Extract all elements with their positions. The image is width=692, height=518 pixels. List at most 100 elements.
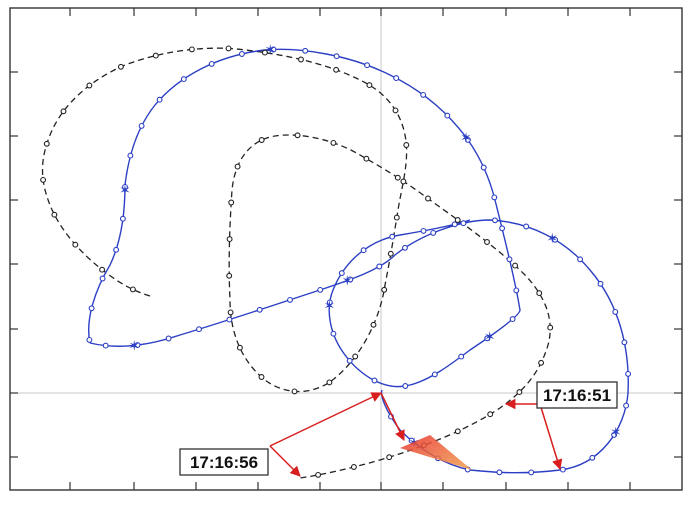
blue-track-marker [99, 275, 106, 282]
black-track-marker [188, 46, 195, 53]
arrow-start-to-lower [539, 403, 563, 471]
blue-track-star-marker: ✶ [128, 338, 140, 354]
blue-track-marker [333, 53, 340, 60]
blue-track-marker [371, 377, 378, 384]
blue-track-marker [612, 308, 619, 315]
black-track-marker [392, 107, 399, 114]
blue-track-marker [208, 60, 215, 67]
blue-track-marker [420, 91, 427, 98]
black-track-marker [99, 266, 106, 273]
black-track-marker [363, 155, 370, 162]
black-track-marker [370, 321, 377, 328]
blue-track-marker [347, 276, 354, 283]
black-track-marker [512, 262, 519, 269]
blue-track-marker [376, 263, 383, 270]
arrow-end-to-blue [269, 392, 382, 447]
black-track-marker [393, 214, 400, 221]
black-track-marker [129, 286, 136, 293]
blue-track-marker [611, 431, 618, 438]
blue-track-marker [122, 183, 128, 190]
black-track-marker [294, 132, 301, 139]
black-track-marker [547, 324, 554, 331]
black-track-markers [40, 45, 554, 478]
blue-track-marker [460, 220, 467, 227]
blue-track-marker [577, 256, 584, 263]
black-track-marker [298, 56, 304, 63]
blue-track-marker [625, 370, 632, 377]
blue-track-star-marker: ✶ [546, 231, 558, 247]
label-time-end: 17:16:56 [190, 453, 258, 472]
blue-track-marker [134, 342, 141, 349]
blue-track-marker [484, 335, 491, 342]
black-track-marker [326, 379, 333, 386]
blue-track-marker [431, 371, 438, 378]
black-track-marker [40, 176, 47, 183]
blue-track-marker [420, 227, 427, 234]
black-track-marker [117, 63, 124, 70]
blue-track-marker [480, 164, 487, 171]
black-track-marker [538, 359, 545, 366]
black-track-marker [454, 217, 461, 223]
black-track-marker [403, 142, 410, 148]
blue-track-marker [444, 112, 451, 119]
blue-track-marker [451, 221, 458, 228]
blue-track-star-marker: ✶ [460, 130, 472, 146]
blue-track-marker [623, 402, 630, 409]
blue-track-marker [196, 326, 202, 333]
black-track-marker [333, 66, 340, 73]
blue-track-marker [552, 236, 559, 243]
blue-track-marker [492, 217, 498, 224]
black-track-marker [258, 374, 265, 380]
blue-track-star-marker: ✶ [119, 183, 131, 199]
black-track-marker [43, 140, 50, 147]
blue-track-marker [389, 233, 396, 240]
black-track-marker [236, 344, 243, 351]
blue-track-marker [270, 46, 277, 53]
blue-track-marker [302, 47, 309, 54]
black-track-marker [487, 411, 494, 418]
black-track-marker [350, 464, 357, 470]
blue-track-marker [226, 316, 233, 323]
black-track-marker [86, 82, 93, 89]
blue-track-star-marker: ✶ [324, 299, 336, 315]
black-track-marker [315, 471, 322, 478]
blue-track-marker [506, 256, 513, 263]
black-track-marker [352, 353, 359, 360]
black-track-marker [330, 139, 337, 146]
plot-frame [9, 7, 683, 491]
blue-track-marker [346, 357, 353, 364]
blue-track-marker [287, 296, 293, 303]
blue-track-marker [180, 76, 187, 83]
blue-track-marker [364, 62, 371, 69]
black-track-marker [291, 388, 298, 395]
blue-track-star-marker: ✶ [610, 425, 622, 441]
blue-track-marker [402, 383, 409, 389]
black-track-marker [386, 454, 393, 461]
blue-track-marker [360, 247, 367, 254]
blue-track-marker [597, 280, 604, 287]
blue-track-marker [138, 122, 145, 129]
blue-track-star-marker: ✶ [264, 43, 276, 59]
blue-track-marker [496, 469, 503, 476]
label-box-end: 17:16:56 [179, 448, 269, 476]
black-track-marker [394, 174, 401, 181]
blue-track-marker [317, 286, 324, 293]
black-track-marker [381, 286, 388, 293]
blue-track-marker [113, 246, 120, 253]
black-track-marker [516, 389, 523, 396]
black-track-marker [261, 49, 268, 56]
black-track-marker [536, 290, 543, 297]
black-track-marker [387, 250, 394, 257]
black-track-marker [51, 211, 58, 218]
blue-track-marker [528, 469, 535, 476]
blue-track-star-marker: ✶ [484, 330, 496, 346]
blue-track-marker [330, 330, 337, 337]
black-track-marker [226, 236, 233, 243]
black-track-marker [258, 137, 265, 143]
blue-track-marker [326, 299, 333, 306]
black-track-marker [226, 272, 233, 279]
blue-track-marker [238, 51, 245, 57]
black-track-marker [225, 45, 232, 52]
blue-track-marker [458, 353, 465, 360]
black-track-marker [400, 178, 407, 185]
